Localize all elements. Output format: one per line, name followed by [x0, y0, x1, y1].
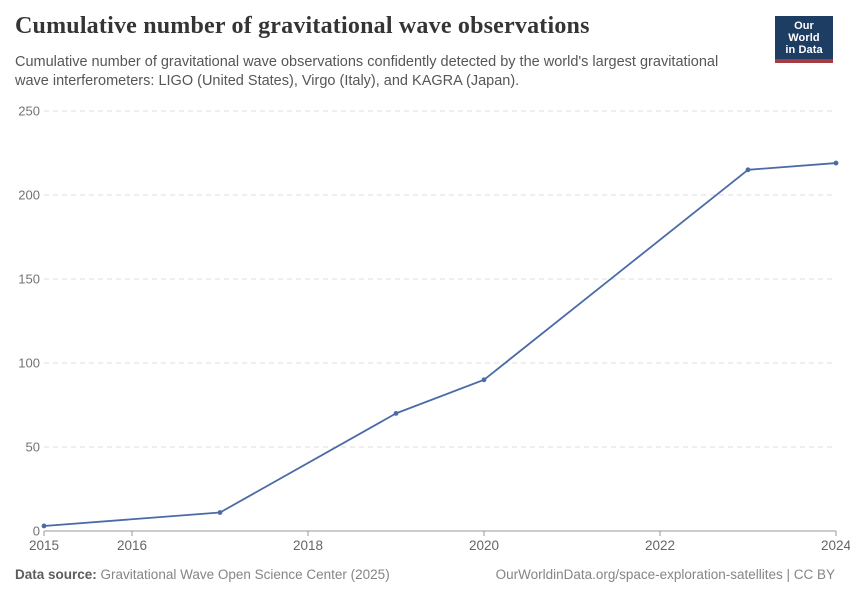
svg-text:2020: 2020 — [469, 538, 499, 553]
svg-text:2022: 2022 — [645, 538, 675, 553]
data-source-note: Data source: Gravitational Wave Open Sci… — [15, 567, 390, 582]
owid-logo-text-line2: in Data — [785, 44, 823, 56]
data-source-value: Gravitational Wave Open Science Center (… — [100, 567, 390, 582]
svg-text:50: 50 — [26, 440, 40, 455]
chart-subtitle: Cumulative number of gravitational wave … — [15, 53, 718, 91]
chart-title: Cumulative number of gravitational wave … — [15, 13, 590, 39]
svg-text:0: 0 — [33, 524, 40, 539]
chart-subtitle-line1: Cumulative number of gravitational wave … — [15, 54, 719, 70]
chart-subtitle-line2: wave interferometers: LIGO (United State… — [15, 73, 520, 89]
owid-logo: Our World in Data — [775, 16, 833, 63]
svg-text:2018: 2018 — [293, 538, 323, 553]
attribution-link: OurWorldinData.org/space-exploration-sat… — [495, 567, 835, 582]
svg-text:2015: 2015 — [29, 538, 59, 553]
svg-text:250: 250 — [18, 104, 40, 119]
data-source-label: Data source: — [15, 567, 97, 582]
svg-text:2016: 2016 — [117, 538, 147, 553]
svg-text:100: 100 — [18, 356, 40, 371]
line-chart: 0 50 100 150 200 250 2015 2016 2018 2020 2022 2024 — [18, 104, 850, 554]
svg-text:2024: 2024 — [821, 538, 850, 553]
svg-text:200: 200 — [18, 188, 40, 203]
owid-logo-text-line1: Our World — [788, 20, 820, 44]
svg-text:150: 150 — [18, 272, 40, 287]
chart-plot-area: 0 50 100 150 200 250 2015 2016 2018 2020 2022 2024 — [0, 100, 850, 560]
